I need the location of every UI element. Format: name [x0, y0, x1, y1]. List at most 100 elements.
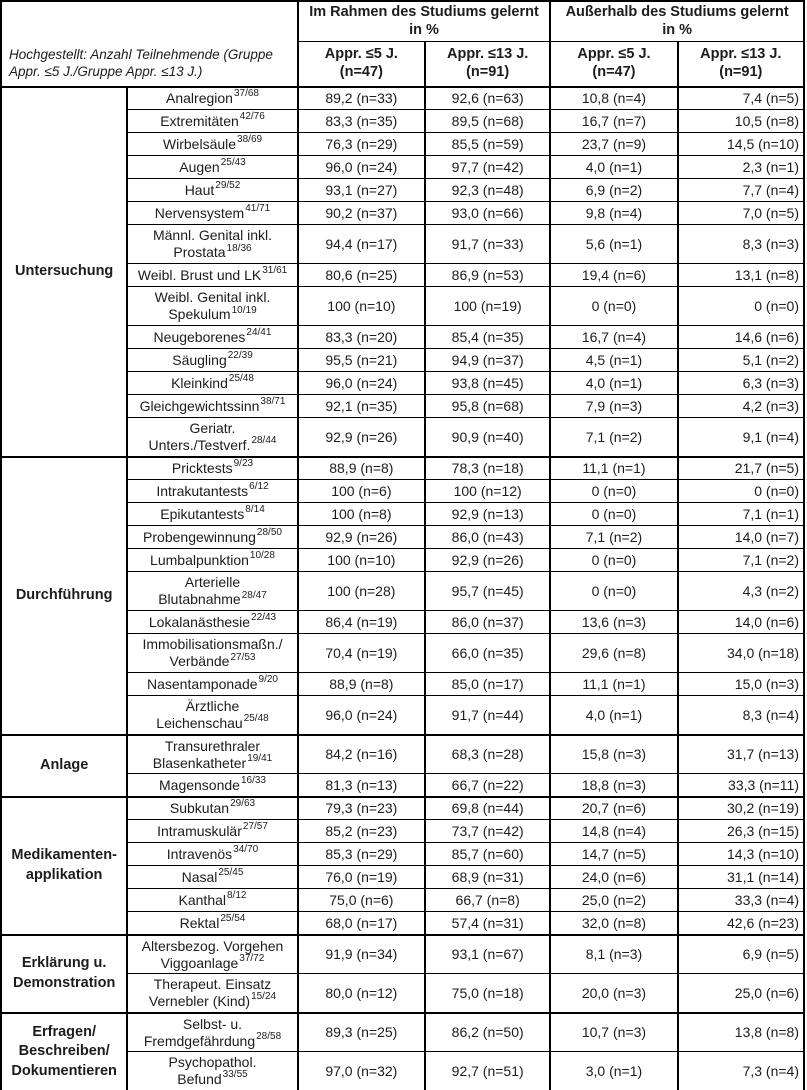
table-row: Weibl. Brust und LK31/61 80,6 (n=25) 86,9 …: [1, 263, 804, 287]
value-cell: 7,1 (n=2): [676, 548, 804, 572]
item-cell: Altersbezog. Vorgehen Viggoanlage37/72: [126, 933, 298, 974]
item-cell: Arterielle Blutabnahme28/47: [126, 571, 298, 611]
table-row: Durchführung Pricktests9/23 88,9 (n=8) 78,3…: [1, 455, 804, 735]
item-cell: Epikutantests8/14: [126, 502, 298, 526]
group-label-cell: Untersuchung: [1, 85, 128, 457]
participant-count-superscript: 22/43: [251, 612, 277, 624]
item-cell: Intramuskulär27/57: [126, 819, 298, 843]
value-cell: 76,0 (n=19): [296, 865, 425, 889]
participant-count-superscript: 6/12: [249, 481, 269, 493]
value-cell: 31,7 (n=13): [676, 733, 804, 774]
participant-count-superscript: 25/54: [220, 912, 246, 924]
item-cell: Probengewinnung28/50: [126, 525, 298, 549]
item-cell: Männl. Genital inkl. Prostata18/36: [126, 224, 298, 264]
value-cell: 89,2 (n=33): [296, 85, 425, 110]
participant-count-superscript: 22/39: [227, 350, 253, 362]
table-row: Geriatr. Unters./Testverf.28/44 92,9 (n=26…: [1, 417, 804, 457]
value-cell: 0 (n=0): [549, 286, 678, 326]
participant-count-superscript: 25/43: [220, 157, 246, 169]
value-cell: 84,2 (n=16): [296, 733, 425, 774]
value-cell: 0 (n=0): [676, 479, 804, 503]
participant-count-superscript: 25/48: [243, 713, 269, 725]
value-cell: 8,3 (n=4): [676, 695, 804, 735]
item-cell: Augen25/43: [126, 155, 298, 179]
table-row: Haut29/52 93,1 (n=27) 92,3 (n=48) 6,9 (n=2)…: [1, 178, 804, 202]
value-cell: 92,7 (n=51): [423, 1051, 551, 1090]
table-row: Nasal25/45 76,0 (n=19) 68,9 (n=31) 24,0 (n=…: [1, 865, 804, 889]
value-cell: 8,1 (n=3): [549, 933, 678, 974]
item-cell: Nervensystem41/71: [126, 201, 298, 225]
value-cell: 68,9 (n=31): [423, 865, 551, 889]
value-cell: 68,0 (n=17): [296, 911, 425, 935]
value-cell: 18,8 (n=3): [549, 773, 678, 797]
value-cell: 21,7 (n=5): [676, 455, 804, 480]
value-cell: 92,9 (n=26): [296, 525, 425, 549]
value-cell: 4,3 (n=2): [676, 571, 804, 611]
participant-count-superscript: 38/69: [237, 134, 263, 146]
participant-count-superscript: 31/61: [262, 265, 288, 277]
header-line: (n=91): [719, 64, 763, 81]
value-cell: 20,0 (n=3): [549, 973, 678, 1013]
value-cell: 85,2 (n=23): [296, 819, 425, 843]
value-cell: 0 (n=0): [549, 548, 678, 572]
item-cell: Nasal25/45: [126, 865, 298, 889]
value-cell: 90,2 (n=37): [296, 201, 425, 225]
value-cell: 10,5 (n=8): [676, 109, 804, 133]
value-cell: 88,9 (n=8): [296, 672, 425, 696]
value-cell: 78,3 (n=18): [423, 455, 551, 480]
value-cell: 86,0 (n=43): [423, 525, 551, 549]
value-cell: 7,4 (n=5): [676, 85, 804, 110]
participant-count-superscript: 24/41: [246, 327, 272, 339]
value-cell: 6,9 (n=2): [549, 178, 678, 202]
value-cell: 95,5 (n=21): [296, 348, 425, 372]
value-cell: 42,6 (n=23): [676, 911, 804, 935]
value-cell: 29,6 (n=8): [549, 633, 678, 673]
value-cell: 75,0 (n=6): [296, 888, 425, 912]
value-cell: 11,1 (n=1): [549, 672, 678, 696]
item-cell: Transurethraler Blasenkatheter19/41: [126, 733, 298, 774]
value-cell: 96,0 (n=24): [296, 695, 425, 735]
group-label-cell: Durchführung: [1, 455, 128, 735]
column-header-appr-le5-out: Appr. ≤5 J. (n=47): [549, 41, 678, 88]
value-cell: 100 (n=10): [296, 286, 425, 326]
item-cell: Extremitäten42/76: [126, 109, 298, 133]
item-cell: Neugeborenes24/41: [126, 325, 298, 349]
item-cell: Weibl. Brust und LK31/61: [126, 263, 298, 287]
table-row: Gleichgewichtssinn38/71 92,1 (n=35) 95,8 (…: [1, 394, 804, 418]
participant-count-superscript: 10/28: [249, 550, 275, 562]
value-cell: 57,4 (n=31): [423, 911, 551, 935]
value-cell: 92,3 (n=48): [423, 178, 551, 202]
table-row: Intravenös34/70 85,3 (n=29) 85,7 (n=60) 14,…: [1, 842, 804, 866]
value-cell: 86,4 (n=19): [296, 610, 425, 634]
value-cell: 93,1 (n=67): [423, 933, 551, 974]
header-line: Appr. ≤5 J.: [577, 46, 651, 63]
item-cell: Pricktests9/23: [126, 455, 298, 480]
value-cell: 4,0 (n=1): [549, 155, 678, 179]
participant-count-superscript: 19/41: [247, 752, 273, 764]
value-cell: 10,8 (n=4): [549, 85, 678, 110]
value-cell: 93,0 (n=66): [423, 201, 551, 225]
value-cell: 23,7 (n=9): [549, 132, 678, 156]
table-row: Untersuchung Analregion37/68 89,2 (n=33) 92…: [1, 85, 804, 457]
participant-count-superscript: 28/50: [256, 527, 282, 539]
value-cell: 75,0 (n=18): [423, 973, 551, 1013]
value-cell: 91,7 (n=33): [423, 224, 551, 264]
item-cell: Lumbalpunktion10/28: [126, 548, 298, 572]
value-cell: 68,3 (n=28): [423, 733, 551, 774]
table-row: Medikamenten-applikation Subkutan29/63 79,…: [1, 795, 804, 935]
table-row: Säugling22/39 95,5 (n=21) 94,9 (n=37) 4,5 (…: [1, 348, 804, 372]
table-row: Wirbelsäule38/69 76,3 (n=29) 85,5 (n=59) 23…: [1, 132, 804, 156]
header-line: Außerhalb des Studiums gelernt: [565, 4, 789, 20]
value-cell: 94,9 (n=37): [423, 348, 551, 372]
value-cell: 85,5 (n=59): [423, 132, 551, 156]
superscript-note: Hochgestellt: Anzahl Teilnehmende (Grupp…: [1, 1, 298, 88]
item-cell: Rektal25/54: [126, 911, 298, 935]
value-cell: 2,3 (n=1): [676, 155, 804, 179]
column-header-appr-le13-in: Appr. ≤13 J. (n=91): [423, 41, 551, 88]
table-row: Lumbalpunktion10/28 100 (n=10) 92,9 (n=26)…: [1, 548, 804, 572]
value-cell: 96,0 (n=24): [296, 371, 425, 395]
column-header-appr-le5-in: Appr. ≤5 J. (n=47): [296, 41, 425, 88]
value-cell: 20,7 (n=6): [549, 795, 678, 820]
item-cell: Haut29/52: [126, 178, 298, 202]
table-row: Epikutantests8/14 100 (n=8) 92,9 (n=13) 0 (…: [1, 502, 804, 526]
